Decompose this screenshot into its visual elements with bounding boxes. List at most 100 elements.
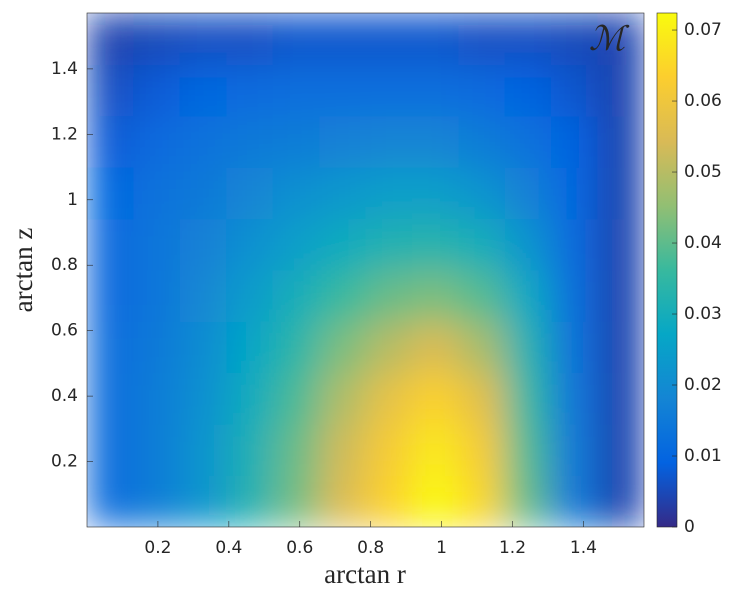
heat-cell — [319, 167, 367, 220]
heat-cell — [272, 269, 320, 322]
heat-cell — [319, 372, 367, 425]
heat-cell — [226, 424, 274, 476]
heat-cell — [458, 475, 506, 527]
heat-cell — [411, 218, 459, 271]
heat-cell — [551, 218, 598, 271]
heat-cell — [365, 218, 413, 271]
heat-cell — [179, 321, 227, 374]
colorbar-tick-label: 0.02 — [684, 375, 722, 395]
heat-cell — [319, 424, 367, 476]
heat-cell — [226, 269, 274, 322]
heat-cell — [597, 475, 644, 527]
heat-cell — [365, 167, 413, 220]
heat-cell — [133, 13, 181, 65]
heat-cell — [87, 269, 134, 322]
heat-cell — [226, 218, 274, 271]
heat-cell — [179, 269, 227, 322]
heat-cell — [133, 424, 181, 476]
heat-cell — [551, 475, 598, 527]
heat-cell — [458, 64, 506, 117]
colorbar-tick-label: 0.05 — [684, 162, 722, 182]
heat-cell — [133, 475, 181, 527]
plot-frame — [86, 12, 645, 528]
heat-cell — [411, 372, 459, 425]
heat-cell — [87, 372, 134, 425]
heat-cell — [272, 372, 320, 425]
heat-cell — [179, 115, 227, 168]
heat-cell — [133, 167, 181, 220]
heat-cell — [226, 167, 274, 220]
heat-cell — [87, 115, 134, 168]
heat-cell — [179, 475, 227, 527]
heat-cell — [365, 13, 413, 65]
heat-cell — [504, 64, 552, 117]
heat-cell — [504, 269, 552, 322]
heat-cell — [365, 372, 413, 425]
heat-cell — [458, 167, 506, 220]
heat-cell — [458, 115, 506, 168]
heat-cell — [504, 372, 552, 425]
annotation: ℳ — [589, 21, 630, 58]
heat-cell — [504, 115, 552, 168]
heat-cell — [458, 269, 506, 322]
heat-cell — [87, 64, 134, 117]
heat-cell — [411, 115, 459, 168]
heat-cell — [272, 218, 320, 271]
x-tick-label: 0.2 — [144, 538, 171, 558]
heat-cell — [551, 167, 598, 220]
heat-cell — [133, 321, 181, 374]
heat-cell — [504, 218, 552, 271]
heat-cell — [226, 372, 274, 425]
y-tick-label: 0.2 — [51, 452, 78, 472]
x-tick-label: 0.8 — [357, 538, 384, 558]
heat-cell — [87, 475, 134, 527]
heat-cell — [411, 64, 459, 117]
heat-cell — [411, 424, 459, 476]
heat-cell — [597, 218, 644, 271]
y-tick-label: 0.4 — [51, 386, 78, 406]
heatmap-field — [87, 13, 644, 527]
heat-cell — [272, 64, 320, 117]
heat-cell — [87, 218, 134, 271]
heat-cell — [87, 13, 134, 65]
colorbar-tick-label: 0 — [684, 517, 695, 537]
heat-cell — [597, 424, 644, 476]
heat-cell — [365, 115, 413, 168]
heat-cell — [179, 64, 227, 117]
heat-cell — [551, 372, 598, 425]
heat-cell — [226, 13, 274, 65]
y-tick-label: 1.2 — [51, 124, 78, 144]
colorbar-tick-label: 0.06 — [684, 91, 722, 111]
colorbar-tick-label: 0.01 — [684, 446, 722, 466]
heat-cell — [551, 64, 598, 117]
heat-cell — [504, 321, 552, 374]
heat-cell — [551, 424, 598, 476]
heat-cell — [504, 13, 552, 65]
heat-cell — [133, 269, 181, 322]
heat-cell — [411, 13, 459, 65]
heat-cell — [87, 424, 134, 476]
heat-cell — [458, 218, 506, 271]
heat-cell — [226, 321, 274, 374]
heat-cell — [87, 167, 134, 220]
x-tick-label: 1.2 — [499, 538, 526, 558]
heat-cell — [272, 475, 320, 527]
heat-cell — [179, 424, 227, 476]
heat-cell — [133, 115, 181, 168]
x-tick-label: 1.4 — [570, 538, 597, 558]
heat-cell — [365, 321, 413, 374]
heat-cell — [319, 218, 367, 271]
heat-cell — [597, 13, 644, 65]
heat-cell — [411, 475, 459, 527]
heat-cell — [133, 64, 181, 117]
heat-cell — [551, 115, 598, 168]
heat-cell — [411, 269, 459, 322]
heat-cell — [597, 115, 644, 168]
heat-cell — [319, 269, 367, 322]
heat-cell — [597, 64, 644, 117]
colorbar-tick-label: 0.07 — [684, 20, 722, 40]
heat-cell — [319, 64, 367, 117]
heat-cell — [226, 475, 274, 527]
heat-cell — [226, 64, 274, 117]
